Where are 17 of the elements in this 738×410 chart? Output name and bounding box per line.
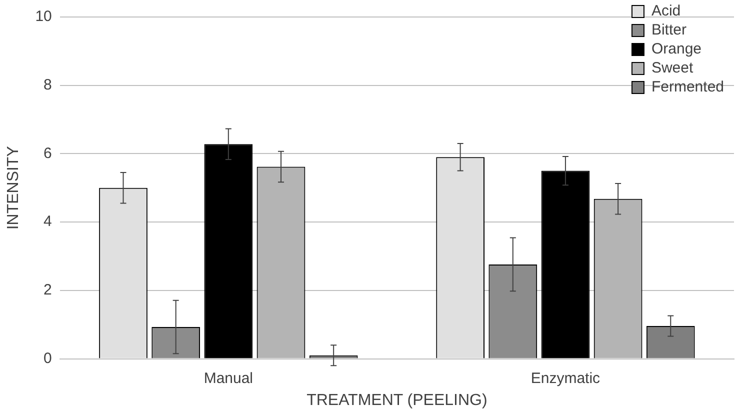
y-tick-label: 8: [44, 76, 52, 94]
x-tick-label: Manual: [204, 370, 254, 387]
y-axis-title: INTENSITY: [5, 146, 22, 230]
y-tick-label: 4: [44, 213, 52, 230]
y-tick-label: 2: [44, 282, 52, 299]
y-tick-label: 0: [44, 350, 52, 367]
y-tick-label: 10: [35, 8, 52, 26]
legend-label: Acid: [651, 2, 681, 20]
y-tick-label: 6: [44, 144, 52, 162]
legend-label: Fermented: [651, 78, 724, 96]
legend-label: Orange: [651, 40, 702, 58]
x-tick-label: Enzymatic: [530, 370, 601, 387]
x-axis-title: TREATMENT (PEELING): [306, 392, 488, 409]
legend-label: Bitter: [651, 22, 686, 39]
legend-label: Sweet: [651, 60, 694, 77]
bar: [204, 144, 253, 358]
bar: [541, 170, 590, 358]
